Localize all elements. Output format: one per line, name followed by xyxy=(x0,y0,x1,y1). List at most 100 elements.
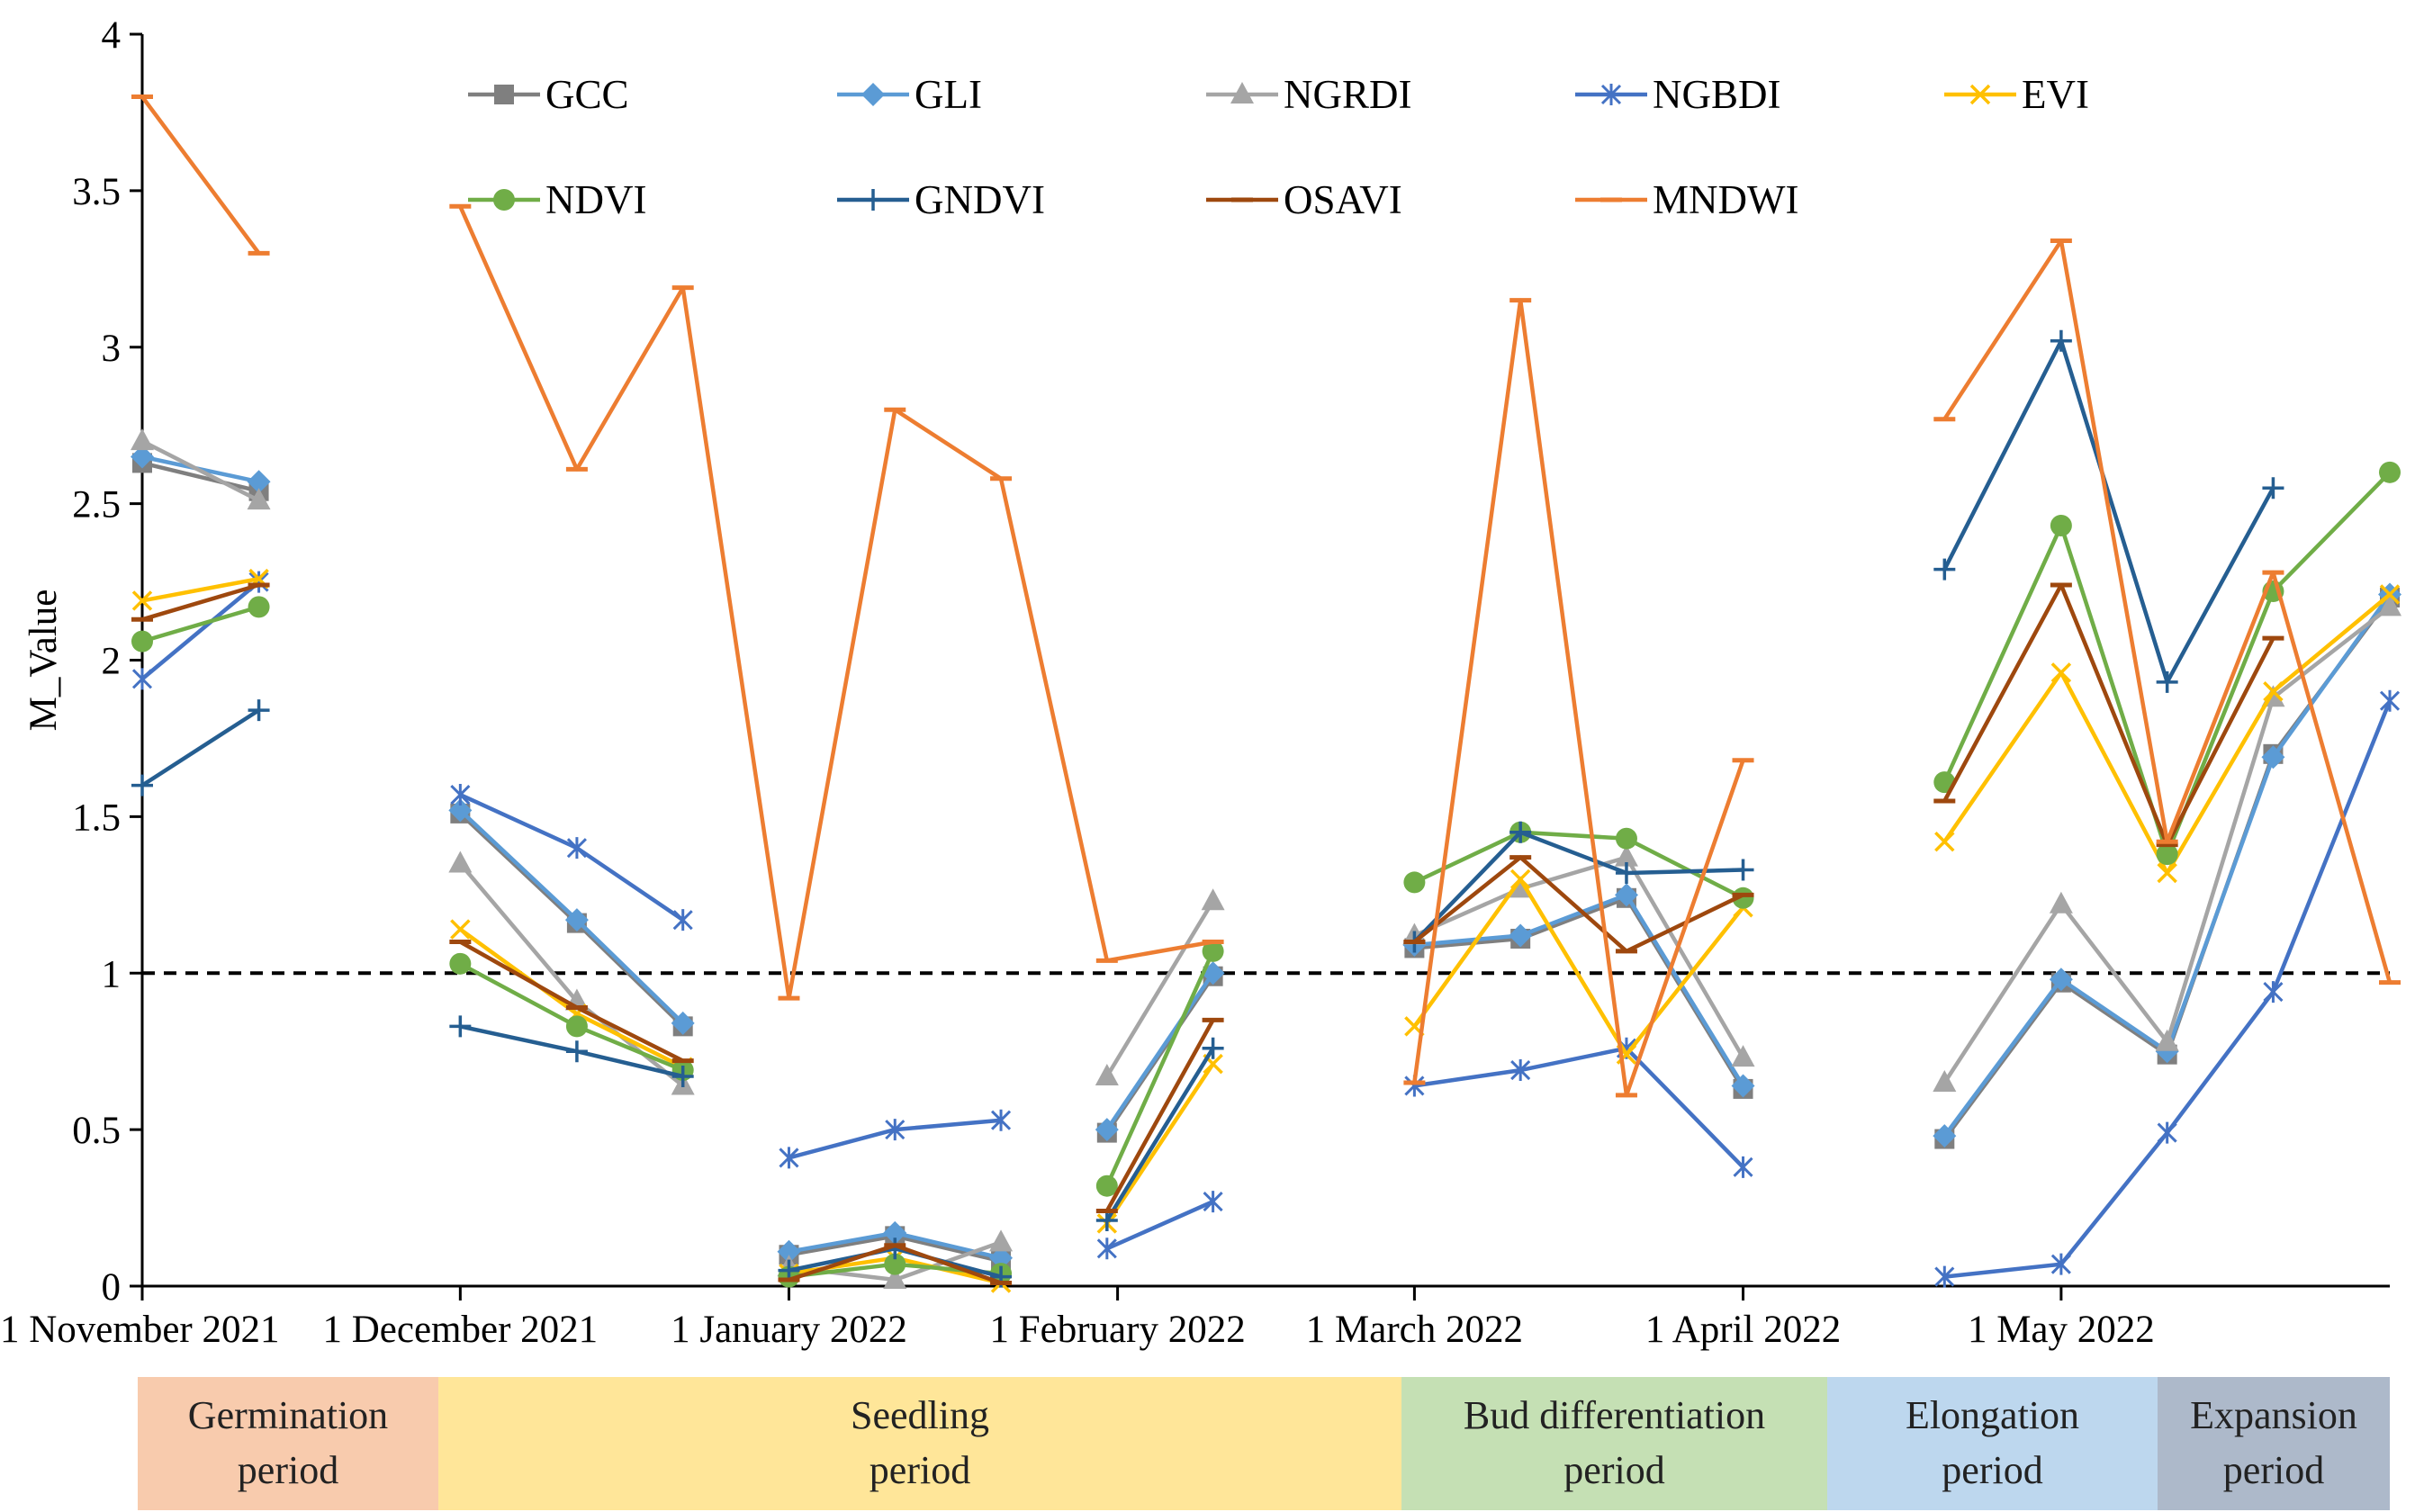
data-point-evi xyxy=(1934,831,1955,852)
series-line-ngbdi xyxy=(1414,1046,1745,1169)
legend-marker xyxy=(1230,82,1254,104)
data-point-ngrdi xyxy=(1201,888,1225,911)
y-tick-label: 0 xyxy=(102,1266,122,1309)
data-point-ngrdi xyxy=(131,428,154,451)
data-point-gndvi xyxy=(1509,821,1532,843)
data-point-ndvi xyxy=(1403,871,1426,894)
data-point-ngbdi xyxy=(1510,1059,1531,1082)
period-band-elongation: Elongation period xyxy=(1827,1377,2158,1510)
series-ngbdi xyxy=(131,571,2401,1288)
data-point-ndvi xyxy=(1202,940,1224,962)
data-point-gli xyxy=(564,908,589,932)
legend-label: NDVI xyxy=(545,177,646,222)
data-point-ngbdi xyxy=(990,1109,1012,1131)
data-point-ngbdi xyxy=(672,909,693,932)
legend-item-evi: EVI xyxy=(1944,72,2089,117)
series-line-ndvi xyxy=(1942,471,2392,857)
y-tick-label: 0.5 xyxy=(72,1110,121,1152)
x-tick-label: 1 April 2022 xyxy=(1645,1309,1841,1351)
series-gndvi xyxy=(131,329,2284,1288)
data-point-gndvi xyxy=(2156,670,2178,693)
legend-label: GCC xyxy=(545,72,629,117)
data-point-ndvi xyxy=(2050,514,2072,536)
legend-item-ndvi: NDVI xyxy=(468,177,646,222)
data-point-ngrdi xyxy=(2049,891,2073,914)
period-label-line2: period xyxy=(1942,1448,2042,1492)
data-point-gndvi xyxy=(671,1066,694,1088)
data-point-gndvi xyxy=(1615,861,1637,884)
data-point-evi xyxy=(450,919,471,940)
x-tick-label: 1 November 2021 xyxy=(0,1309,280,1351)
data-point-gndvi xyxy=(131,774,153,796)
data-point-ndvi xyxy=(565,1015,588,1038)
period-band-bud-differentiation: Bud differentiation period xyxy=(1401,1377,1827,1510)
data-point-ngbdi xyxy=(1934,1265,1955,1288)
series-line-mndwi xyxy=(1412,298,1745,1098)
period-band-germination: Germination period xyxy=(138,1377,438,1510)
period-band-seedling: Seedling period xyxy=(438,1377,1401,1510)
period-label-line1: Expansion xyxy=(2190,1393,2357,1437)
series-line-gndvi xyxy=(1412,830,1744,944)
data-point-ngbdi xyxy=(2157,1121,2177,1144)
data-point-gndvi xyxy=(1732,859,1754,881)
period-label-line1: Seedling xyxy=(851,1393,989,1437)
data-point-gli xyxy=(1095,1118,1119,1142)
series-ndvi xyxy=(131,461,2401,1288)
period-label-line2: period xyxy=(1563,1448,1664,1492)
data-point-ngrdi xyxy=(1614,844,1638,867)
data-point-evi xyxy=(2157,862,2177,884)
series-line-gndvi xyxy=(140,708,260,788)
series-line-ndvi xyxy=(1104,950,1215,1187)
series-line-ngbdi xyxy=(1105,1200,1214,1251)
period-band-expansion: Expansion period xyxy=(2158,1377,2390,1510)
data-point-gli xyxy=(247,470,271,494)
data-point-evi xyxy=(2050,662,2072,683)
series-line-ndvi xyxy=(141,605,260,644)
legend-item-osavi: OSAVI xyxy=(1206,177,1402,222)
data-point-ndvi xyxy=(1732,886,1754,909)
period-band-bg xyxy=(2158,1377,2390,1510)
legend-label: NGRDI xyxy=(1284,72,1412,117)
data-point-gli xyxy=(777,1239,801,1264)
series-gli xyxy=(131,445,2401,1270)
data-point-ngbdi xyxy=(566,837,587,860)
period-band-bg xyxy=(438,1377,1401,1510)
series-line-osavi xyxy=(141,582,260,622)
data-point-gndvi xyxy=(2050,329,2072,352)
legend-label: MNDWI xyxy=(1653,177,1798,222)
legend-label: OSAVI xyxy=(1284,177,1402,222)
data-point-gndvi xyxy=(1202,1037,1224,1059)
data-point-ngbdi xyxy=(2379,689,2401,712)
data-point-ngrdi xyxy=(2155,1029,2179,1051)
data-point-gli xyxy=(2049,968,2073,992)
data-point-ndvi xyxy=(131,630,153,652)
data-point-gli xyxy=(1614,883,1638,907)
data-point-gli xyxy=(1509,923,1533,948)
data-point-gli xyxy=(989,1246,1014,1270)
legend-marker xyxy=(494,85,514,104)
period-label-line2: period xyxy=(238,1448,338,1492)
period-band-bg xyxy=(138,1377,438,1510)
y-tick-label: 1 xyxy=(102,953,122,995)
y-tick-label: 4 xyxy=(102,14,122,57)
data-point-gndvi xyxy=(449,1015,472,1038)
data-point-gndvi xyxy=(565,1040,588,1063)
data-point-evi xyxy=(131,590,153,611)
legend-marker xyxy=(862,189,884,211)
legend-label: EVI xyxy=(2022,72,2089,117)
legend-marker xyxy=(493,189,515,211)
data-point-ndvi xyxy=(1095,1174,1118,1197)
series-line-evi xyxy=(1104,1062,1215,1225)
period-label-line1: Bud differentiation xyxy=(1464,1393,1765,1437)
series-line-mndwi xyxy=(458,205,1213,1001)
data-point-ngrdi xyxy=(989,1229,1014,1252)
axes: 0 0.5 1 1.5 2 2.5 3 3.5 4 M_Value 1 November 2021 1… xyxy=(0,14,2390,1351)
legend: GCC GLI NGRDI NGBDI EVI NDVI GNDVI OSAVI MNDWI xyxy=(468,72,2089,222)
series-line-gli xyxy=(1414,893,1745,1087)
series-line-ngrdi xyxy=(1104,900,1215,1078)
legend-label: GNDVI xyxy=(915,177,1045,222)
x-tick-label: 1 February 2022 xyxy=(989,1309,1245,1351)
data-point-evi xyxy=(2263,681,2284,702)
series-line-ngrdi xyxy=(1413,855,1745,1059)
